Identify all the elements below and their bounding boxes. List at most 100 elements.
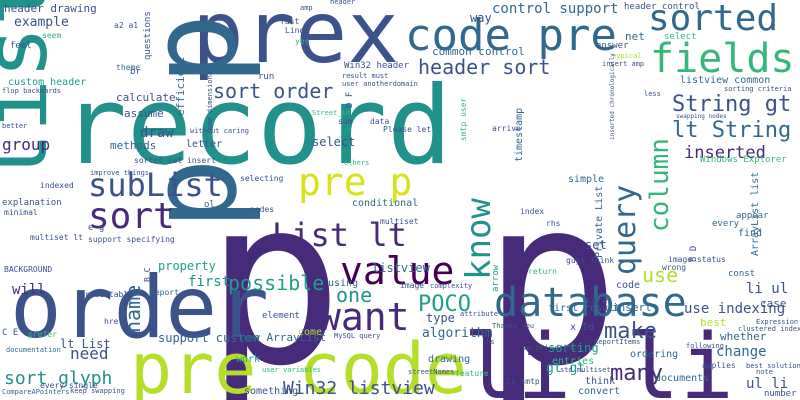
word-run: run xyxy=(258,72,274,82)
word-query: query xyxy=(608,185,643,275)
word-explanation: explanation xyxy=(2,198,62,208)
word-br: br xyxy=(130,67,141,77)
word-appear: appear xyxy=(736,211,769,221)
word-entries: entries xyxy=(552,356,594,367)
word-less: less xyxy=(644,90,661,98)
word-ul-li: ul li xyxy=(746,376,788,392)
word-complexity: complexity xyxy=(430,282,472,290)
word-prex: prex xyxy=(192,0,399,83)
word-documentation: documentation xyxy=(6,346,61,354)
word-lt-String: lt String xyxy=(672,118,791,143)
word-li-ul: li ul xyxy=(746,281,788,297)
word-CompareAPointers: CompareAPointers xyxy=(2,388,69,396)
word-select: select xyxy=(312,135,355,149)
word-convert: convert xyxy=(578,386,620,397)
word-many: many xyxy=(610,361,663,386)
word-insert: insert xyxy=(612,301,652,314)
word-arrow: arrow xyxy=(491,264,501,292)
word-find: find xyxy=(738,228,762,239)
word-case: case xyxy=(760,297,787,310)
word-B-D: B D xyxy=(689,246,699,262)
word-property: property xyxy=(158,259,216,273)
word-calculate: calculate xyxy=(116,91,176,104)
word-String-gt: String gt xyxy=(672,92,791,117)
word-Thanks-you: Thanks you xyxy=(492,322,534,330)
word-pre-p: pre p xyxy=(298,160,412,204)
word-wrong: wrong xyxy=(662,263,686,272)
word-common-control: common control xyxy=(432,45,525,58)
word-keep-swapping: keep swapping xyxy=(70,387,125,395)
word-li-smtp: li smtp xyxy=(506,377,540,386)
word-insert-amp: insert amp xyxy=(602,60,644,68)
word-selecting: selecting xyxy=(240,174,284,183)
word-inserted: inserted xyxy=(684,143,766,163)
word-Win32-listview: Win32 listview xyxy=(283,378,435,399)
word-support-specifying: select xyxy=(664,32,697,42)
word-list: list xyxy=(0,0,67,185)
word-x-Id: x Id xyxy=(570,322,594,333)
word-ordering: ordering xyxy=(630,349,678,360)
word-want: want xyxy=(318,295,410,339)
word-one-dimensional: one dimensional xyxy=(206,67,214,130)
word-code: code xyxy=(616,280,640,291)
word-code-pre: code pre xyxy=(405,10,617,61)
word-header-drawing: header drawing xyxy=(4,2,97,15)
word-something: something xyxy=(244,386,298,397)
word-example: example xyxy=(14,15,69,30)
word-record: record xyxy=(62,64,452,189)
word-documents: documents xyxy=(655,373,709,384)
word-support-custom: support custom xyxy=(158,331,259,345)
word-possible: possible xyxy=(228,271,324,295)
word-following: following xyxy=(686,342,724,350)
word-ReportItems: ReportItems xyxy=(594,338,640,346)
word-listview-common: listview common xyxy=(680,75,770,86)
word-amp: amp xyxy=(300,4,313,12)
word-href: href xyxy=(104,317,123,326)
word-best: best xyxy=(700,316,727,329)
word-yes: yes xyxy=(295,37,310,46)
word-smtp-user: smtp user xyxy=(459,97,468,141)
word-methods: methods xyxy=(110,139,156,152)
word-new-ArrayList: new ArrayList xyxy=(240,331,326,344)
word-B-C: B C xyxy=(143,267,152,282)
word-p-p: p p xyxy=(205,150,620,400)
word-without-caring: without caring xyxy=(190,127,249,135)
word-fast: fast xyxy=(280,17,299,26)
word-way: way xyxy=(470,11,492,25)
word-type: type xyxy=(426,311,455,325)
word-sum: sum xyxy=(338,117,353,126)
word-D-F: D F xyxy=(345,92,355,108)
word-group: group xyxy=(2,135,50,154)
word-typical: typical xyxy=(612,52,642,60)
word-assume: assume xyxy=(124,107,164,120)
word-a2-a1: a2 a1 xyxy=(114,21,138,30)
word-data: data xyxy=(370,117,389,126)
word-image-status: image status xyxy=(668,255,726,264)
word-clustered-index: clustered index xyxy=(738,325,800,333)
word-sort-big: sort xyxy=(88,196,175,237)
word-timestamp: timestamp xyxy=(514,108,525,162)
word-better: better xyxy=(2,122,27,130)
word-make: make xyxy=(604,319,657,344)
word-user-variables: user variables xyxy=(262,366,321,374)
word-net: net xyxy=(625,30,645,43)
word-POCO: POCO xyxy=(418,292,471,317)
word-nodes: nodes xyxy=(250,205,274,214)
word-sorted: sorted xyxy=(648,0,778,39)
word-care: care xyxy=(586,296,608,306)
word-List-lt: List lt xyxy=(272,216,407,254)
word-others: others xyxy=(344,159,369,167)
word-feel: feel xyxy=(10,41,32,51)
word-minimal: minimal xyxy=(4,208,38,217)
word-return: return xyxy=(528,267,557,276)
word-every: every xyxy=(712,219,740,229)
word-feature: feature xyxy=(455,369,489,378)
word-guys-think: guys think xyxy=(566,256,614,265)
word-li-li: li li xyxy=(463,315,734,400)
word-const: const xyxy=(728,269,755,279)
word-std-multiset: std multiset xyxy=(560,366,611,374)
word-header: header xyxy=(330,0,355,6)
word-drawing: drawing xyxy=(428,354,470,365)
word-control-support: control support xyxy=(492,1,618,17)
